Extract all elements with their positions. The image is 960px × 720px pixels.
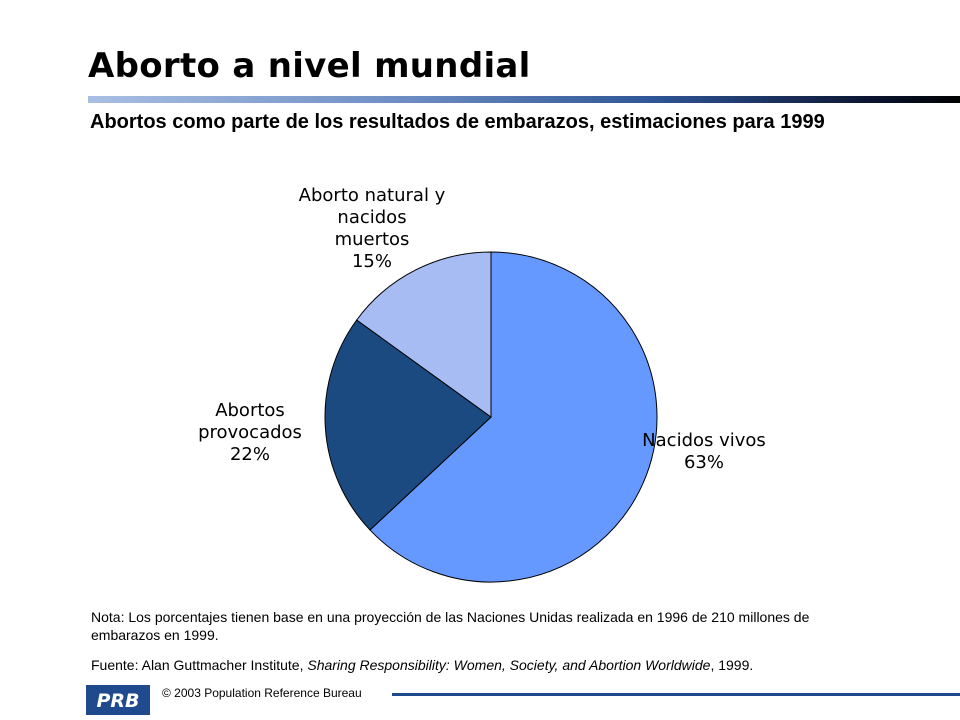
- source: Fuente: Alan Guttmacher Institute, Shari…: [91, 656, 891, 674]
- pie-labels: Nacidos vivos 63%Abortos provocados 22%Abor…: [198, 185, 766, 473]
- slice-value-label: 63%: [684, 452, 724, 473]
- slice-label: Nacidos vivos 63%: [642, 430, 766, 473]
- pie-slice-aborto-natural-y-nacidos-muertos: [356, 251, 492, 418]
- pie-slice-nacidos-vivos: [369, 251, 658, 583]
- slice-name-line: muertos: [335, 229, 410, 250]
- note: Nota: Los porcentajes tienen base en una…: [91, 608, 871, 644]
- pie-slices: [324, 251, 658, 583]
- prb-logo: PRB: [86, 685, 150, 715]
- slice-label: Abortos provocados 22%: [198, 400, 302, 465]
- note-text: Los porcentajes tienen base en una proye…: [91, 609, 810, 643]
- source-label: Fuente:: [91, 657, 139, 673]
- note-label: Nota:: [91, 609, 125, 625]
- slice-name-line: Abortos: [215, 400, 285, 421]
- slice-label: Aborto natural y nacidos muertos 15%: [299, 185, 446, 272]
- slice-name-line: Aborto natural y: [299, 185, 446, 206]
- title-divider: [88, 96, 960, 103]
- chart-subtitle: Abortos como parte de los resultados de …: [90, 111, 825, 133]
- slice-name-line: provocados: [198, 422, 302, 443]
- slice-name-line: nacidos: [337, 207, 406, 228]
- logo-lettering: PRB: [96, 690, 139, 712]
- slice-value-label: 22%: [230, 444, 270, 465]
- page-title: Aborto a nivel mundial: [88, 46, 531, 86]
- slice-value-label: 15%: [352, 251, 392, 272]
- footer-divider: [392, 693, 960, 696]
- source-title: Sharing Responsibility: Women, Society, …: [307, 657, 711, 673]
- source-prefix: Alan Guttmacher Institute,: [141, 657, 308, 673]
- source-suffix: , 1999.: [710, 657, 754, 673]
- copyright: © 2003 Population Reference Bureau: [162, 686, 362, 700]
- slice-name-line: Nacidos vivos: [642, 430, 766, 451]
- pie-slice-abortos-provocados: [324, 319, 492, 531]
